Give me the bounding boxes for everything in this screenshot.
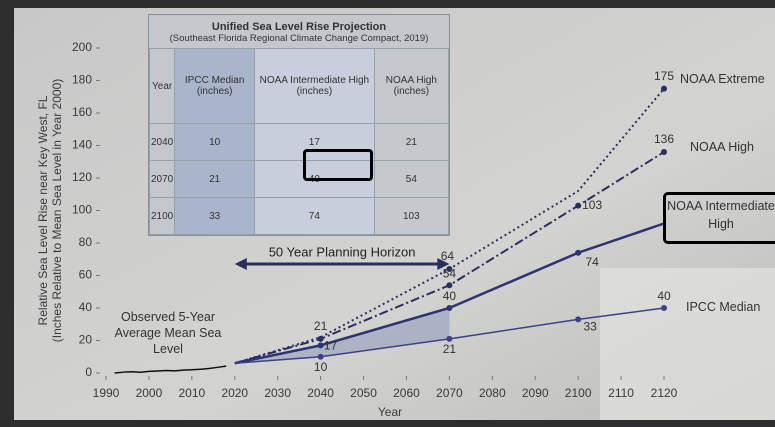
arrow-head: [234, 258, 247, 270]
table-cell: Year: [148, 48, 176, 124]
table-row: 2040 10 17 21: [148, 123, 450, 161]
table-cell: IPCC Median (inches): [174, 48, 256, 124]
table-title: Unified Sea Level Rise Projection: [211, 21, 387, 33]
table-cell: 2040: [148, 123, 176, 161]
y-tick-label: 120: [72, 170, 92, 184]
table-subtitle: (Southeast Florida Regional Climate Chan…: [169, 33, 429, 44]
table-cell: NOAA Intermediate High (inches): [254, 48, 375, 124]
table-cell: NOAA High (inches): [373, 48, 450, 124]
table-cell: 2070: [148, 160, 176, 198]
table-cell: 74: [254, 197, 375, 235]
annotation: 50 Year Planning Horizon: [269, 244, 416, 259]
y-tick-label: 20: [79, 333, 93, 347]
data-label: 17: [324, 339, 338, 353]
x-tick-label: 2070: [436, 386, 463, 400]
data-label: 136: [654, 132, 674, 146]
y-tick-label: 60: [79, 268, 93, 282]
y-tick-label: 180: [72, 73, 92, 87]
series-name: NOAA Intermediate High: [663, 192, 775, 244]
data-label: 10: [314, 360, 328, 374]
data-point: [317, 353, 324, 360]
x-tick-label: 2000: [136, 386, 163, 400]
y-tick-label: 160: [72, 105, 92, 119]
x-tick-label: 1990: [93, 386, 120, 400]
y-tick-label: 140: [72, 138, 92, 152]
y-tick-label: 100: [72, 203, 92, 217]
data-label: 74: [585, 255, 599, 269]
series-line: [114, 365, 227, 374]
data-point: [446, 266, 453, 272]
highlight-box: [303, 149, 373, 181]
series-name: Observed 5-Year Average Mean Sea Level: [114, 310, 222, 356]
data-label: 54: [443, 266, 457, 280]
data-label: 64: [441, 249, 455, 263]
table-cell: 10: [174, 123, 256, 161]
data-point: [661, 85, 667, 92]
x-tick-label: 2030: [264, 386, 291, 400]
y-tick-label: 200: [72, 40, 92, 54]
x-tick-label: 2060: [393, 386, 420, 400]
data-point: [661, 305, 667, 311]
y-tick-label: 80: [79, 235, 93, 249]
data-point: [317, 335, 324, 342]
table-row: 2070 21 40 54: [148, 160, 450, 198]
map-patch: [600, 268, 775, 420]
x-tick-label: 2050: [350, 386, 377, 400]
data-label: 21: [443, 342, 457, 356]
x-tick-label: 2120: [651, 386, 678, 400]
x-tick-label: 2110: [608, 386, 634, 400]
x-axis-label: Year: [378, 405, 402, 419]
data-label: 175: [654, 69, 674, 83]
data-point: [575, 249, 582, 256]
table-cell: 21: [174, 160, 256, 198]
table-cell: 17: [254, 123, 375, 161]
x-tick-label: 2020: [221, 386, 248, 400]
x-tick-label: 2080: [479, 386, 506, 400]
y-tick-label: 0: [85, 365, 92, 379]
arrow-head: [437, 258, 450, 270]
data-point: [446, 335, 453, 342]
x-tick-label: 2100: [565, 386, 592, 400]
data-point: [317, 342, 324, 349]
planning-shade: [234, 308, 450, 364]
table: Year IPCC Median (inches) NOAA Intermediat…: [148, 48, 450, 235]
data-point: [446, 305, 453, 311]
table-cell: 33: [174, 197, 256, 235]
data-point: [575, 316, 582, 323]
data-point: [446, 282, 453, 289]
y-tick-label: 40: [79, 300, 93, 314]
table-cell: 2100: [148, 197, 176, 235]
data-label: 103: [582, 198, 602, 212]
data-label: 40: [443, 289, 457, 303]
data-label: 21: [314, 319, 328, 333]
y-axis-label: Relative Sea Level Rise near Key West, F…: [36, 95, 50, 325]
series-name: NOAA Extreme: [680, 72, 765, 86]
y-axis-label: (Inches Relative to Mean Sea Level in Ye…: [50, 79, 64, 343]
table-cell: 21: [373, 123, 450, 161]
series-name: NOAA High: [690, 140, 754, 154]
table-cell: 54: [373, 160, 450, 198]
table-cell: 103: [373, 197, 450, 235]
x-tick-label: 2090: [522, 386, 549, 400]
data-point: [575, 202, 582, 209]
series-name: IPCC Median: [686, 300, 761, 314]
table-row: Year IPCC Median (inches) NOAA Intermediat…: [148, 48, 450, 124]
x-tick-label: 2040: [307, 386, 334, 400]
x-tick-label: 2010: [178, 386, 205, 400]
data-label: 40: [657, 289, 671, 303]
table-row: 2100 33 74 103: [148, 197, 450, 235]
data-point: [661, 149, 667, 155]
projection-table: Unified Sea Level Rise Projection (South…: [148, 14, 450, 236]
data-label: 33: [583, 320, 597, 334]
